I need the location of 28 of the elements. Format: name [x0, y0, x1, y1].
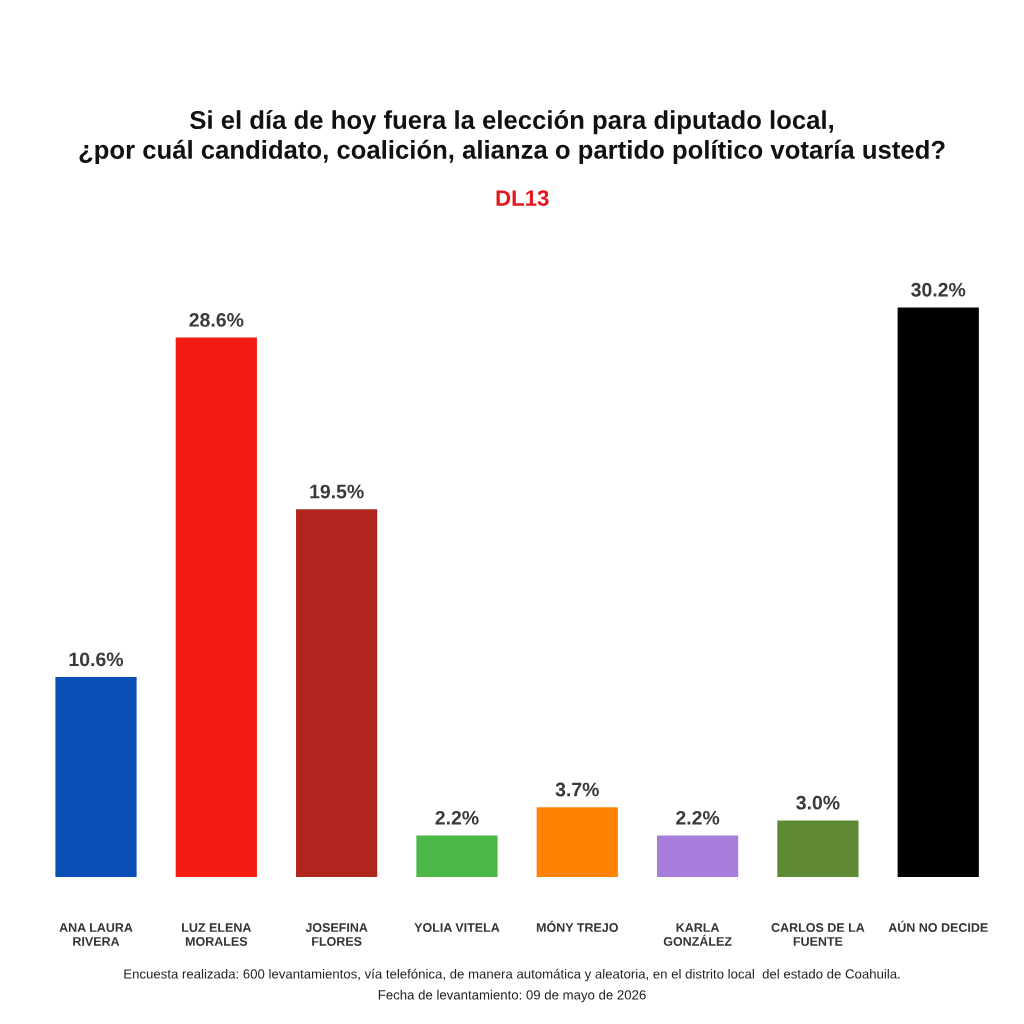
bar	[416, 835, 498, 877]
bar	[55, 677, 137, 877]
x-tick-label: YOLIA VITELA	[414, 923, 500, 932]
data-label: 28.6%	[189, 313, 244, 327]
text: Encuesta realizada: 600 levantamientos, vía telefónica, de manera automática y aleatoria, en el distrito local del estado de Coahuila.	[124, 968, 900, 982]
bar	[175, 337, 257, 877]
bar	[897, 307, 979, 877]
bar	[296, 509, 378, 877]
data-label: 10.6%	[69, 652, 124, 667]
data-label: 3.0%	[796, 795, 840, 810]
bar	[656, 835, 739, 877]
x-tick-label: MÓNY TREJO	[536, 920, 618, 932]
chart-title: Si el día de hoy fuera la elección para diputado local, ¿por cuál candidato, coalición, alianza o partido político votaría usted?	[79, 110, 945, 164]
bar	[777, 820, 859, 877]
data-label: 2.2%	[435, 810, 479, 825]
x-tick-label: LUZ ELENA MORALES	[182, 923, 252, 946]
x-tick-label: AÚN NO DECIDE	[888, 920, 988, 932]
data-label: 3.7%	[555, 782, 599, 797]
data-label: 30.2%	[911, 282, 966, 297]
data-label: 19.5%	[310, 484, 364, 499]
x-tick-label: KARLA GONZÁLEZ	[663, 923, 732, 946]
x-tick-label: ANA LAURA RIVERA	[59, 923, 133, 946]
chart-subtitle: DL13	[496, 190, 549, 206]
text: Fecha de levantamiento: 09 de mayo de 2026	[378, 989, 646, 1003]
x-tick-label: CARLOS DE LA FUENTE	[771, 923, 865, 946]
x-tick-label: JOSEFINA FLORES	[305, 923, 368, 946]
data-label: 2.2%	[676, 810, 720, 825]
bar	[536, 807, 618, 877]
